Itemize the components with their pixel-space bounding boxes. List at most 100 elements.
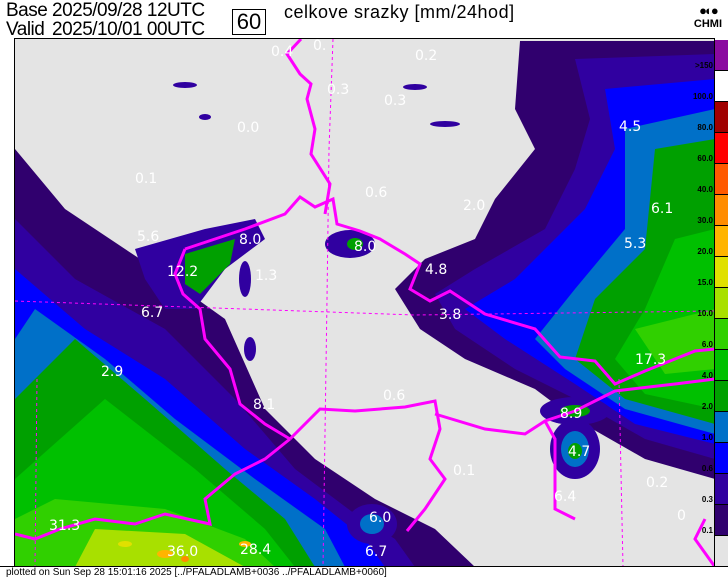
rain-cell xyxy=(157,550,173,558)
legend-label: >150 xyxy=(694,61,713,70)
border-line xyxy=(434,377,715,436)
rain-cell xyxy=(568,443,582,459)
map-value-label: 0.6 xyxy=(383,388,406,404)
border-line xyxy=(15,437,291,541)
country-borders xyxy=(15,39,715,567)
legend-color-box xyxy=(715,226,728,257)
legend-color-box xyxy=(715,412,728,443)
legend-color-box xyxy=(715,536,728,567)
map-value-label: 0.3 xyxy=(384,93,407,109)
map-value-label: 0.4 xyxy=(271,44,294,60)
legend-color-box xyxy=(715,257,728,288)
rain-cell xyxy=(430,121,460,127)
legend-label: 80.0 xyxy=(697,123,713,132)
legend-label: 40.0 xyxy=(697,185,713,194)
map-value-label: 4.7 xyxy=(568,444,591,460)
legend-label: 4.0 xyxy=(701,371,713,380)
border-line xyxy=(184,195,715,386)
legend-label: 100.0 xyxy=(692,92,713,101)
rain-cell xyxy=(173,82,197,88)
legend-color-box xyxy=(715,319,728,350)
rain-cell xyxy=(181,556,189,562)
legend-color-box xyxy=(715,71,728,102)
rain-area-nw-cells-green xyxy=(185,239,235,294)
valid-label: Valid xyxy=(6,19,45,40)
map-value-label: 8.9 xyxy=(560,406,583,422)
map-title: celkove srazky [mm/24hod] xyxy=(284,2,515,22)
base-label: Base xyxy=(6,0,48,21)
rain-cell xyxy=(244,337,256,361)
border-line xyxy=(543,420,576,521)
map-value-label: 0.0 xyxy=(237,120,260,136)
map-value-label: 0.3 xyxy=(327,82,350,98)
rain-cell xyxy=(347,238,363,250)
legend-label: 0.1 xyxy=(701,526,713,535)
forecast-hour: 60 xyxy=(232,9,266,35)
map-value-label: 3.8 xyxy=(439,307,462,323)
legend-color-box xyxy=(715,381,728,412)
map-value-label: 0.6 xyxy=(365,185,388,201)
color-legend: >150 100.0 80.0 60.0 40.0 30.0 20.0 15.0 10.0 6.0… xyxy=(693,38,728,567)
map-value-label: 2.0 xyxy=(463,198,486,214)
longitude-line xyxy=(618,378,624,567)
map-value-label: 17.3 xyxy=(635,352,667,368)
valid-value: 2025/10/01 00UTC xyxy=(52,19,205,40)
rain-cell xyxy=(199,114,211,120)
base-value: 2025/09/28 12UTC xyxy=(52,0,205,21)
longitude-line xyxy=(34,378,38,567)
map-value-label: 12.2 xyxy=(167,264,199,280)
map-value-label: 4.8 xyxy=(425,262,448,278)
precipitation-field xyxy=(15,39,715,567)
legend-color-box xyxy=(715,288,728,319)
map-value-label: 36.0 xyxy=(167,544,199,560)
chmi-logo: ●◐● CHMI xyxy=(694,3,722,30)
map-value-label: 5.6 xyxy=(137,229,160,245)
legend-color-box xyxy=(715,474,728,505)
map-value-label: 1.3 xyxy=(255,268,278,284)
rain-cell xyxy=(239,261,251,297)
logo-text: CHMI xyxy=(693,18,722,30)
plot-info: plotted on Sun Sep 28 15:01:16 2025 [../… xyxy=(6,567,387,578)
legend-label: 2.0 xyxy=(701,402,713,411)
legend-color-box xyxy=(715,133,728,164)
footer: plotted on Sun Sep 28 15:01:16 2025 [../… xyxy=(0,566,728,579)
rain-cell xyxy=(360,514,384,534)
map-value-label: 6.7 xyxy=(141,305,164,321)
map-value-label: 28.4 xyxy=(240,542,272,558)
latitude-line xyxy=(15,300,715,316)
map-value-label: 8.1 xyxy=(253,397,276,413)
map-value-label: 31.3 xyxy=(49,518,81,534)
map-value-label: 0 xyxy=(677,508,686,524)
rain-area-sw-15 xyxy=(75,529,245,567)
map-value-label: 8.0 xyxy=(239,232,262,248)
legend-color-box xyxy=(715,102,728,133)
border-line xyxy=(285,39,332,215)
map-value-label: 0.2 xyxy=(646,475,669,491)
rain-cell xyxy=(403,84,427,90)
map-value-label: 6.1 xyxy=(651,201,674,217)
legend-color-box xyxy=(715,505,728,536)
map-value-label: 0.2 xyxy=(415,48,438,64)
map-value-label: 6.0 xyxy=(369,510,392,526)
rain-cell xyxy=(239,541,251,547)
legend-label: 30.0 xyxy=(697,216,713,225)
legend-label: 10.0 xyxy=(697,309,713,318)
border-line xyxy=(693,518,715,567)
rain-area-ne-10 xyxy=(635,309,715,374)
longitude-line xyxy=(322,39,334,567)
legend-color-box xyxy=(715,164,728,195)
border-line xyxy=(173,248,291,441)
map-value-label: 0. xyxy=(313,38,327,54)
legend-label: 0.3 xyxy=(701,495,713,504)
map-value-label: 8.0 xyxy=(354,239,377,255)
legend-color-box xyxy=(715,195,728,226)
header: Base 2025/09/28 12UTC Valid 2025/10/01 0… xyxy=(0,0,728,40)
legend-label: 60.0 xyxy=(697,154,713,163)
logo-icon: ●◐● xyxy=(699,3,719,18)
map-value-label: 0.1 xyxy=(135,171,158,187)
map-value-label: 0.1 xyxy=(453,463,476,479)
legend-label: 15.0 xyxy=(697,278,713,287)
legend-color-box xyxy=(715,443,728,474)
precipitation-map: 0.4 0. 0.2 0.3 0.3 0.0 4.5 0.1 0.6 2.0 6… xyxy=(14,38,715,567)
map-value-label: 5.3 xyxy=(624,236,647,252)
